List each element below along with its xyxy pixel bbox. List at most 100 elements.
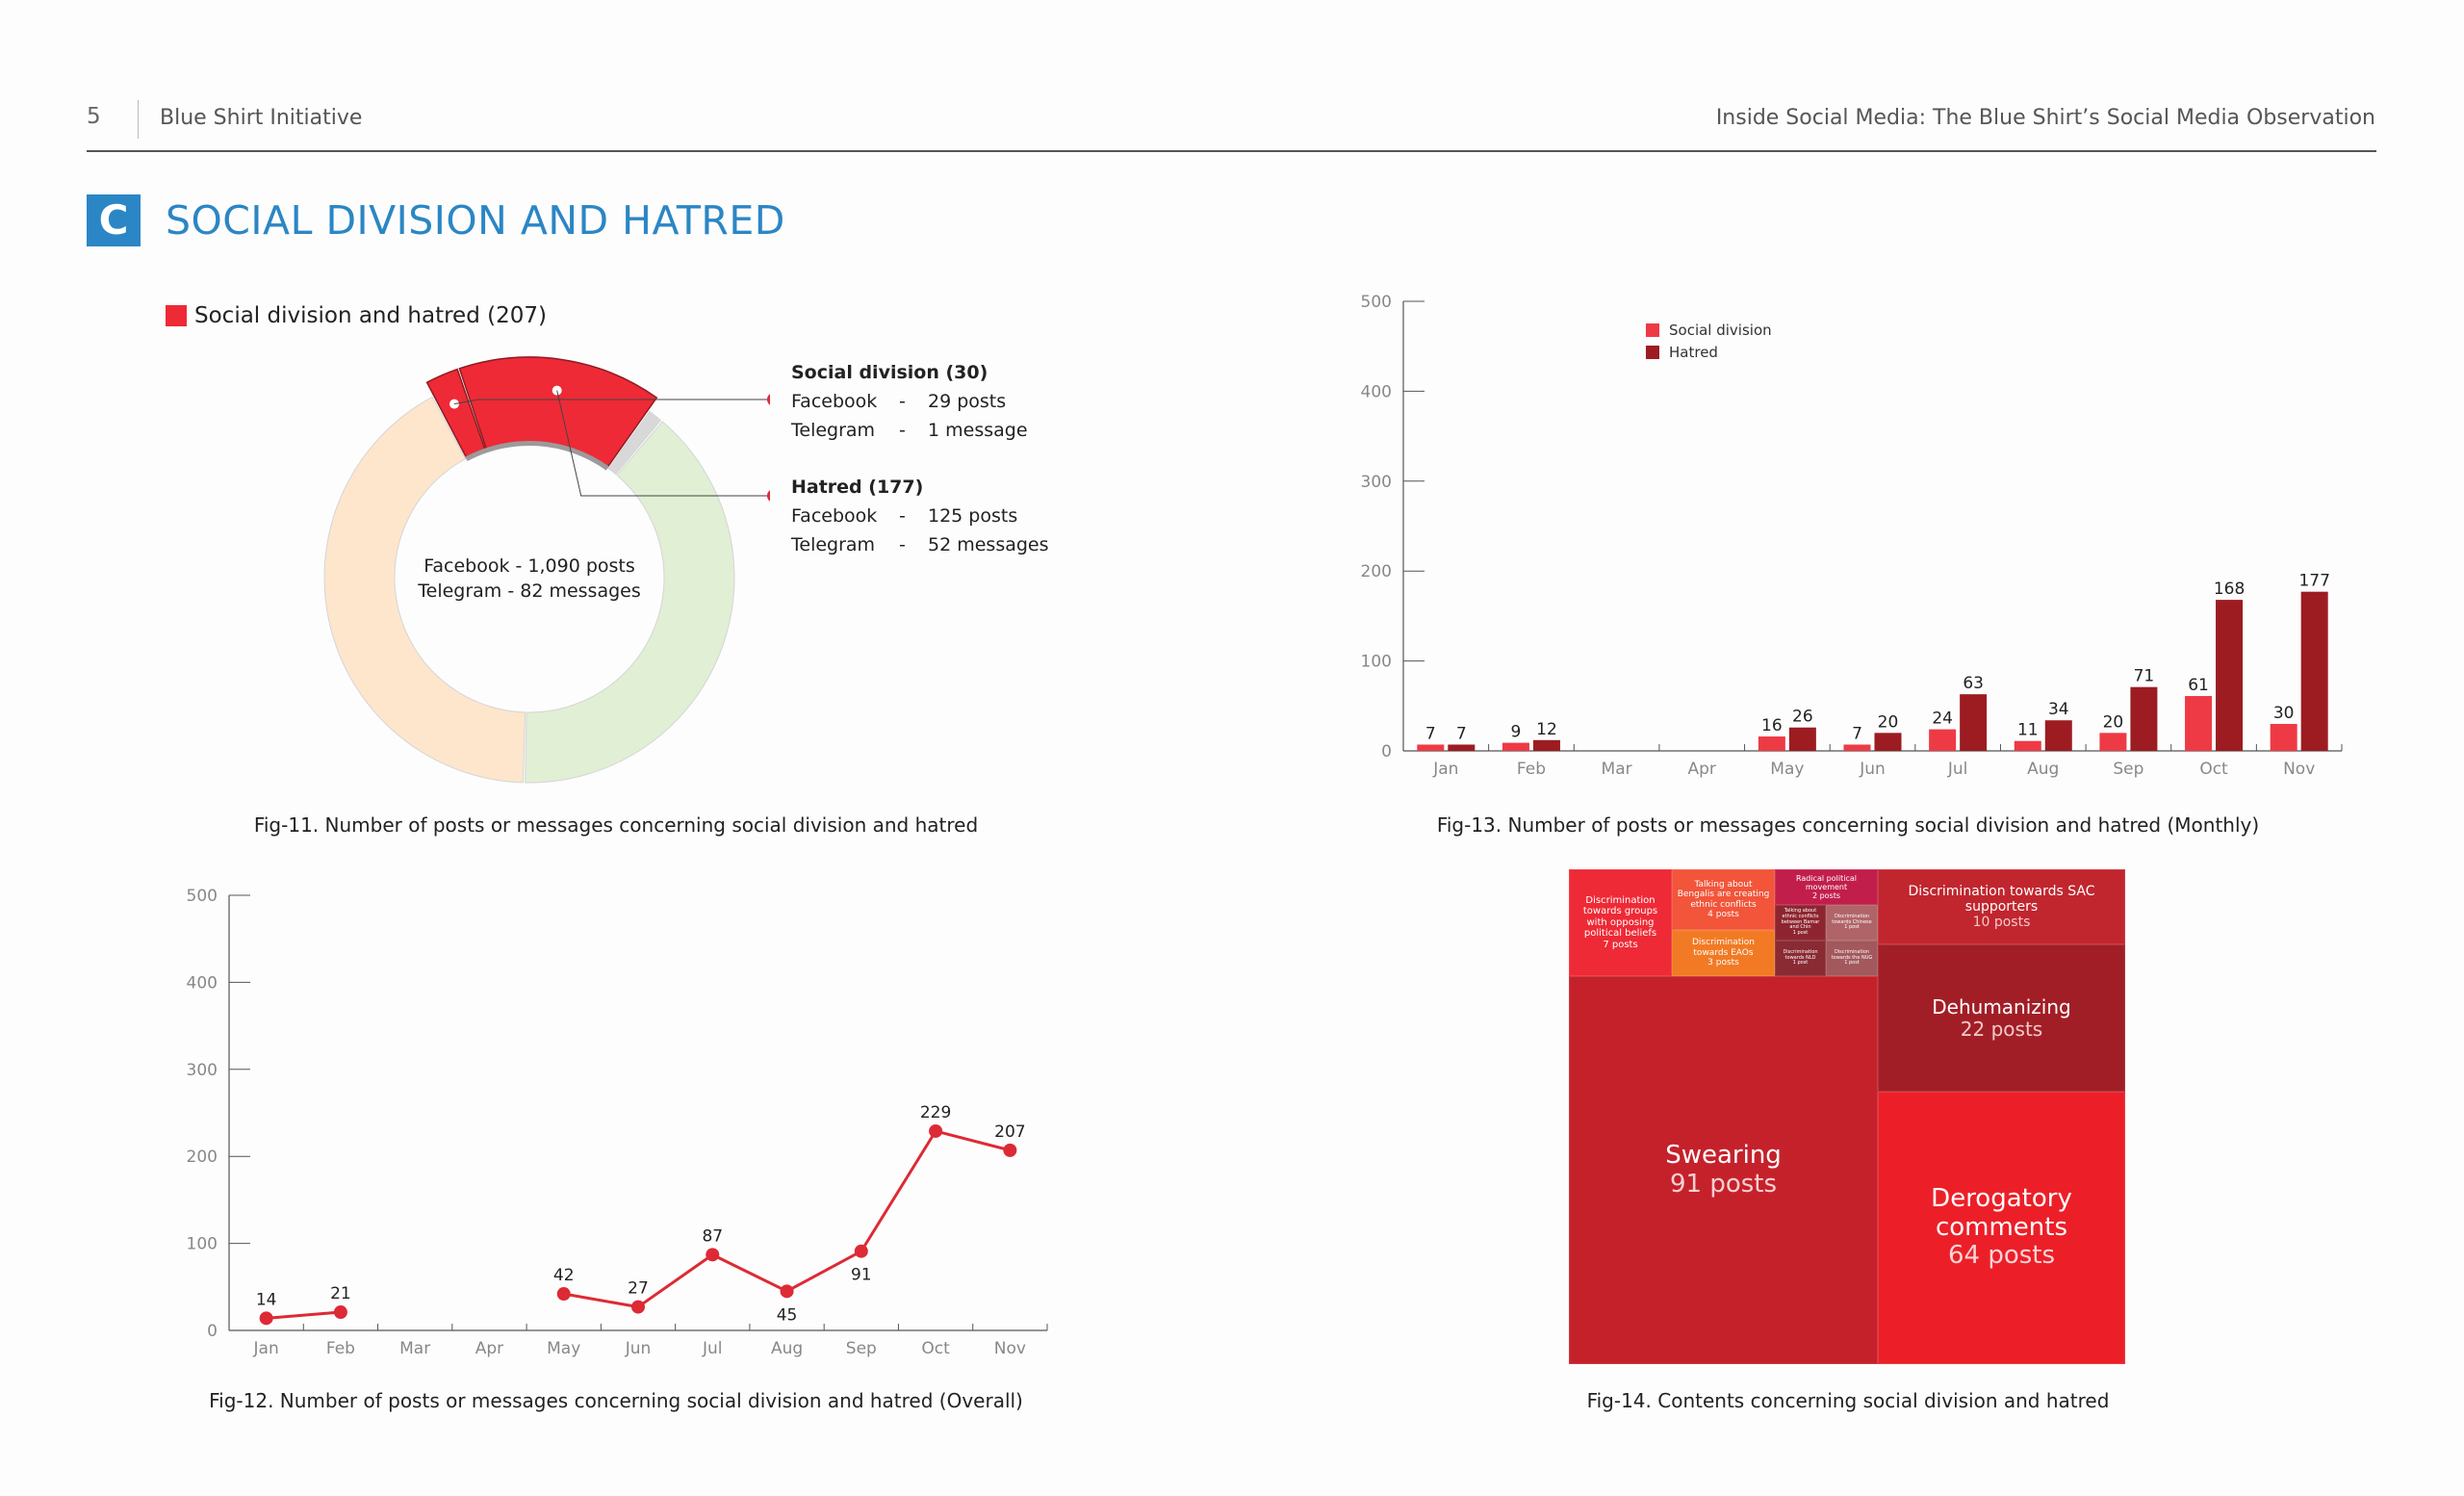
treemap-cell-discrimination-nug: Discrimination towards the NUG 1 post: [1826, 941, 1878, 976]
x-tick-label: Jan: [1432, 760, 1458, 779]
callout-social-division: Social division (30) Facebook - 29 posts T…: [791, 358, 1028, 445]
bar-data-label: 20: [1878, 712, 1899, 732]
legend-swatch: [1646, 346, 1659, 359]
x-tick-label: Jul: [702, 1339, 723, 1358]
bar-data-label: 7: [1425, 724, 1436, 743]
treemap-cell-value: 1 post: [1792, 930, 1809, 937]
slice-other-peach: [323, 396, 526, 784]
bar-hatred: [2130, 686, 2158, 751]
callout-dot: [767, 490, 770, 502]
callout-value: 52 messages: [928, 534, 1049, 555]
y-tick-label: 500: [187, 887, 218, 906]
treemap-cell-value: 64 posts: [1947, 1241, 2056, 1271]
treemap-cell-value: 22 posts: [1960, 1017, 2043, 1041]
bar-hatred: [1960, 694, 1988, 751]
bar-data-label: 61: [2188, 676, 2209, 695]
treemap-cell-bamar-chin: Talking about ethnic conflicts between B…: [1775, 905, 1826, 941]
data-label: 229: [920, 1103, 951, 1122]
bar-data-label: 63: [1963, 674, 1984, 693]
fig11-caption: Fig-11. Number of posts or messages conc…: [253, 813, 979, 837]
bar-hatred: [2300, 591, 2328, 751]
bar-data-label: 12: [1536, 720, 1557, 739]
bar-data-label: 24: [1932, 709, 1953, 729]
x-tick-label: Nov: [2283, 760, 2315, 779]
legend-label: Social division: [1669, 322, 1772, 339]
y-tick-label: 300: [1361, 473, 1392, 492]
slice-other-green: [525, 421, 735, 784]
bar-data-label: 11: [2017, 721, 2039, 740]
treemap-cell-label: Discrimination towards groups with oppos…: [1582, 894, 1658, 940]
bar-social-division: [1758, 736, 1785, 751]
legend-label: Hatred: [1669, 344, 1718, 361]
x-tick-label: Mar: [1602, 760, 1632, 779]
bar-data-label: 168: [2214, 580, 2245, 599]
donut-center-facebook: Facebook - 1,090 posts: [424, 555, 635, 577]
treemap-cell-discrimination-sac: Discrimination towards SAC supporters 10…: [1878, 869, 2125, 944]
bar-social-division: [1417, 744, 1445, 751]
callout-platform: Facebook: [791, 505, 878, 527]
treemap-cell-value: 3 posts: [1707, 958, 1739, 968]
x-tick-label: Apr: [1688, 760, 1716, 779]
treemap-cell-value: 1 post: [1844, 960, 1860, 967]
data-point: [1003, 1143, 1017, 1157]
bar-social-division: [2099, 733, 2127, 751]
header-report-title: Inside Social Media: The Blue Shirt’s So…: [1715, 106, 2375, 130]
bar-social-division: [1929, 729, 1957, 751]
data-label: 87: [702, 1226, 723, 1246]
treemap-cell-dehumanizing: Dehumanizing 22 posts: [1878, 944, 2125, 1092]
header-rule: [87, 150, 2376, 152]
x-tick-label: May: [1770, 760, 1804, 779]
treemap-cell-value: 1 post: [1792, 960, 1809, 967]
y-tick-label: 500: [1361, 293, 1392, 312]
y-tick-label: 300: [187, 1061, 218, 1080]
data-point: [333, 1305, 347, 1320]
data-label: 207: [994, 1122, 1025, 1142]
x-tick-label: Aug: [2027, 760, 2059, 779]
treemap-cell-value: 4 posts: [1707, 909, 1739, 919]
contents-treemap: Discrimination towards groups with oppos…: [1569, 869, 2125, 1364]
treemap-cell-value: 7 posts: [1603, 939, 1638, 950]
legend-swatch: [1646, 323, 1659, 337]
treemap-cell-label: Discrimination towards SAC supporters: [1908, 883, 2095, 915]
callout-anchor-dot: [449, 399, 459, 409]
treemap-cell-discrimination-eaos: Discrimination towards EAOs 3 posts: [1672, 930, 1775, 976]
bar-data-label: 7: [1852, 724, 1862, 743]
treemap-cell-value: 1 post: [1844, 924, 1860, 931]
y-tick-label: 100: [1361, 653, 1392, 672]
bar-data-label: 30: [2273, 704, 2295, 723]
treemap-cell-label: Talking about ethnic conflicts between B…: [1781, 908, 1820, 931]
bar-hatred: [1788, 727, 1816, 751]
x-tick-label: Jun: [1859, 760, 1886, 779]
treemap-cell-label: Discrimination towards the NUG: [1831, 948, 1873, 961]
callout-value: 125 posts: [928, 505, 1018, 527]
treemap-cell-discrimination-political: Discrimination towards groups with oppos…: [1569, 869, 1672, 976]
x-tick-label: Apr: [475, 1339, 503, 1358]
x-tick-label: Jul: [1947, 760, 1968, 779]
bar-hatred: [1532, 739, 1560, 751]
y-tick-label: 400: [1361, 382, 1392, 401]
treemap-cell-label: Derogatory comments: [1931, 1183, 2072, 1242]
callout-leader-line: [556, 390, 770, 497]
y-tick-label: 0: [207, 1322, 218, 1341]
treemap-cell-label: Discrimination towards NLD: [1783, 948, 1818, 961]
callout-leader-line: [453, 399, 770, 405]
x-tick-label: Feb: [326, 1339, 355, 1358]
data-point: [854, 1244, 868, 1258]
data-point: [631, 1300, 645, 1314]
treemap-cell-value: 91 posts: [1669, 1169, 1778, 1199]
treemap-cell-label: Swearing: [1665, 1140, 1782, 1170]
callout-sep: -: [899, 391, 906, 412]
donut-legend: Social division and hatred (207): [166, 303, 547, 328]
treemap-cell-label: Dehumanizing: [1932, 994, 2071, 1019]
data-label: 27: [628, 1279, 649, 1299]
y-tick-label: 200: [1361, 562, 1392, 581]
bar-data-label: 71: [2134, 667, 2155, 686]
callout-platform: Facebook: [791, 391, 878, 412]
treemap-cell-label: Discrimination towards EAOs: [1692, 938, 1755, 958]
bar-data-label: 177: [2298, 572, 2329, 591]
callout-title: Hatred (177): [791, 477, 924, 498]
bar-hatred: [1874, 733, 1902, 751]
x-tick-label: Jun: [625, 1339, 652, 1358]
x-tick-label: Mar: [399, 1339, 430, 1358]
bar-social-division: [1843, 744, 1871, 751]
